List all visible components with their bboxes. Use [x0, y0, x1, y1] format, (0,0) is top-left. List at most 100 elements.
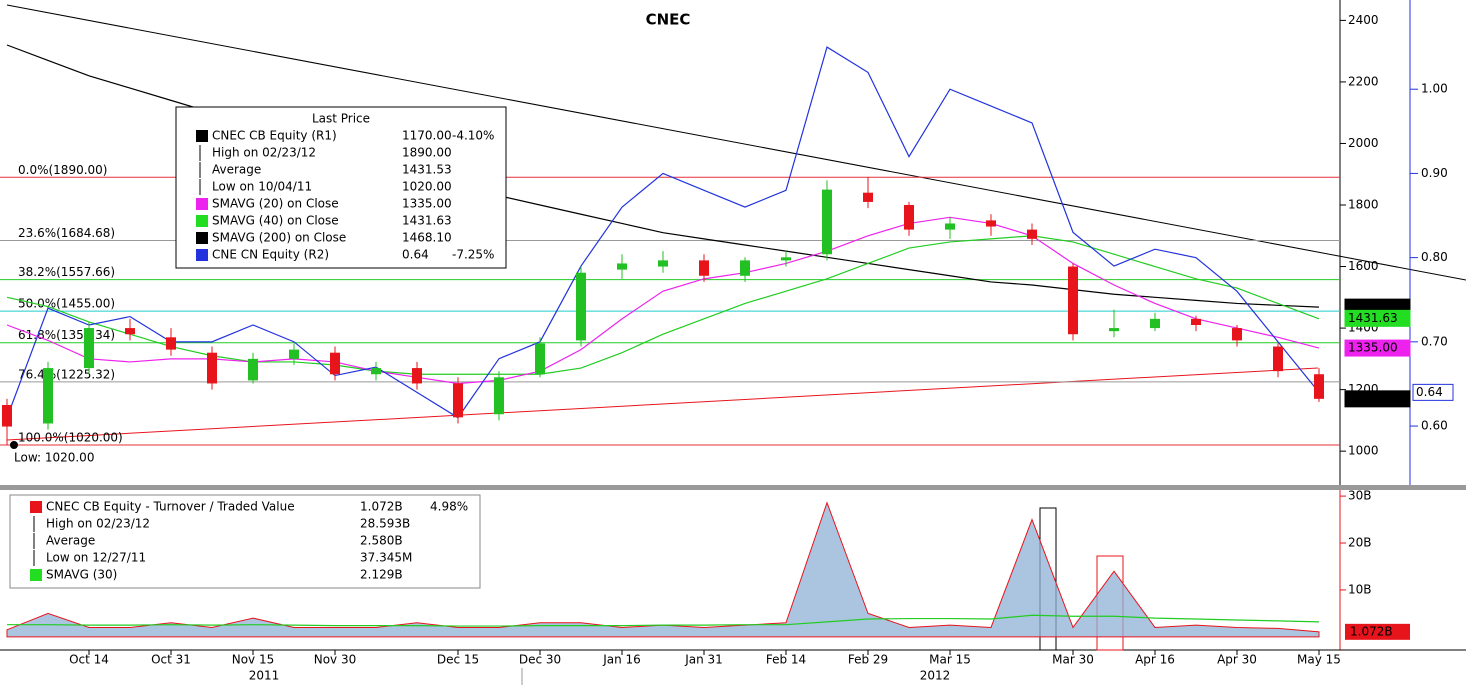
- y-tick-label: 1600: [1348, 259, 1379, 273]
- candle-body: [494, 377, 504, 415]
- candle-body: [617, 263, 627, 270]
- legend-swatch: [30, 569, 42, 581]
- legend-name: High on 02/23/12: [212, 146, 316, 160]
- legend-name: SMAVG (20) on Close: [212, 197, 339, 211]
- candle-body: [781, 257, 791, 261]
- candle-body: [453, 383, 463, 418]
- candle-body: [289, 349, 299, 359]
- candle-body: [43, 368, 53, 424]
- legend-value: 2.129B: [360, 568, 403, 582]
- legend-change: 4.98%: [430, 500, 468, 514]
- legend-name: CNE CN Equity (R2): [212, 248, 329, 262]
- value-tag: [1344, 339, 1411, 357]
- chart-title: CNEC: [646, 11, 691, 29]
- legend-swatch: [196, 130, 208, 142]
- legend-name: SMAVG (40) on Close: [212, 214, 339, 228]
- x-tick-label: Apr 16: [1135, 653, 1175, 667]
- legend-name: Low on 10/04/11: [212, 180, 312, 194]
- y-tick-label: 2400: [1348, 13, 1379, 27]
- candle-body: [207, 352, 217, 384]
- value-tag: [1412, 383, 1454, 401]
- legend-value: 1.072B: [360, 500, 403, 514]
- candle-body: [166, 337, 176, 350]
- candle-body: [125, 328, 135, 335]
- fib-label: 61.8%(1352.34): [18, 328, 115, 342]
- y2-tick-label: 0.90: [1421, 166, 1448, 180]
- candle-body: [1068, 266, 1078, 335]
- area-series: [6, 501, 1320, 638]
- candle-body: [248, 358, 258, 381]
- panel-divider: [0, 485, 1466, 490]
- x-tick-label: Dec 30: [519, 653, 561, 667]
- year-label: 2011: [249, 669, 280, 683]
- candle-body: [84, 328, 94, 369]
- trend-line: [6, 367, 1319, 441]
- x-tick-label: Feb 29: [848, 653, 888, 667]
- value-tag-label: 1335.00: [1348, 341, 1398, 355]
- legend-name: Average: [212, 163, 261, 177]
- candle-body: [1314, 374, 1324, 399]
- fib-label: 0.0%(1890.00): [18, 163, 107, 177]
- candle-body: [1232, 328, 1242, 341]
- fib-label: 50.0%(1455.00): [18, 297, 115, 311]
- legend-change: -4.10%: [452, 129, 494, 143]
- candle-body: [986, 220, 996, 227]
- x-tick-label: Nov 15: [232, 653, 275, 667]
- legend-title: Last Price: [312, 112, 370, 126]
- candle-body: [1273, 346, 1283, 372]
- x-tick-label: Jan 16: [602, 653, 641, 667]
- line-series: [6, 235, 1320, 375]
- legend-box: [9, 494, 481, 589]
- legend-swatch: [30, 501, 42, 513]
- candle-body: [904, 205, 914, 230]
- y2-tick-label: 1.00: [1421, 82, 1448, 96]
- x-tick-label: Nov 30: [314, 653, 357, 667]
- legend-value: 1020.00: [402, 180, 452, 194]
- candle-body: [330, 352, 340, 375]
- legend-box: [175, 106, 507, 269]
- value-tag: [1345, 623, 1410, 640]
- line-series: [7, 614, 1320, 627]
- x-tick-label: Oct 31: [151, 653, 191, 667]
- candle-body: [863, 192, 873, 202]
- legend-value: 1335.00: [402, 197, 452, 211]
- candle-body: [2, 405, 12, 427]
- candle-body: [371, 368, 381, 375]
- value-tag: [1344, 309, 1411, 327]
- candle-body: [945, 223, 955, 230]
- legend-value: 28.593B: [360, 517, 410, 531]
- y-tick-label: 10B: [1348, 582, 1372, 596]
- low-label: Low: 1020.00: [14, 451, 94, 465]
- legend-value: 37.345M: [360, 551, 412, 565]
- candle-body: [1191, 318, 1201, 325]
- legend-value: 1431.63: [402, 214, 452, 228]
- value-tag-label: 1431.63: [1348, 311, 1398, 325]
- year-label: 2012: [920, 669, 951, 683]
- legend-name: SMAVG (200) on Close: [212, 231, 346, 245]
- fib-label: 23.6%(1684.68): [18, 226, 115, 240]
- fib-label: 38.2%(1557.66): [18, 265, 115, 279]
- y2-tick-label: 0.80: [1421, 250, 1448, 264]
- value-tag-label: 1170.00: [1348, 391, 1398, 405]
- y-tick-label: 1000: [1348, 444, 1379, 458]
- legend-name: CNEC CB Equity (R1): [212, 129, 337, 143]
- x-tick-label: Mar 15: [929, 653, 971, 667]
- value-tag: [1344, 390, 1411, 408]
- legend-name: Low on 12/27/11: [46, 551, 146, 565]
- x-tick-label: Jan 31: [684, 653, 723, 667]
- line-series: [6, 216, 1320, 385]
- x-tick-label: May 15: [1297, 653, 1341, 667]
- legend-value: 0.64: [402, 248, 429, 262]
- candle-body: [1027, 229, 1037, 239]
- legend-swatch: [196, 249, 208, 261]
- legend-name: Average: [46, 534, 95, 548]
- candle-body: [658, 260, 668, 267]
- y2-tick-label: 0.60: [1421, 419, 1448, 433]
- legend-swatch: [196, 198, 208, 210]
- legend-swatch: [196, 215, 208, 227]
- legend-name: CNEC CB Equity - Turnover / Traded Value: [46, 500, 295, 514]
- legend-change: -7.25%: [452, 248, 494, 262]
- x-tick-label: Feb 14: [766, 653, 806, 667]
- value-tag-label: 0.64: [1416, 385, 1443, 399]
